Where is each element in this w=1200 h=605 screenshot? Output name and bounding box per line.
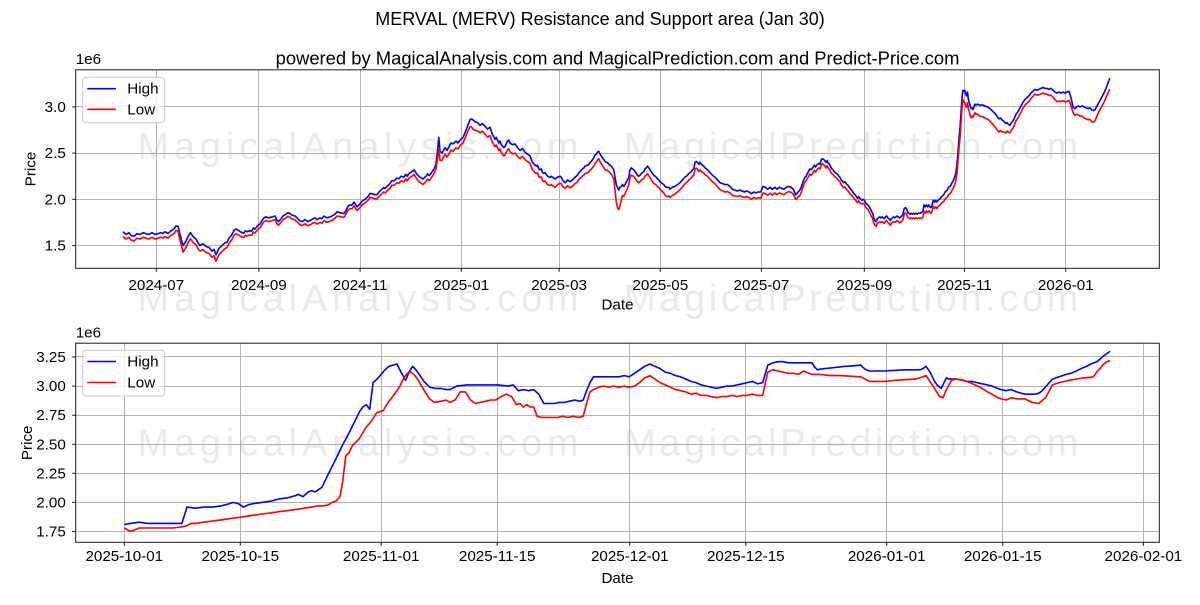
svg-text:2025-12-01: 2025-12-01 (591, 548, 669, 565)
svg-text:Date: Date (601, 570, 633, 587)
svg-text:2025-11-01: 2025-11-01 (343, 548, 420, 565)
svg-text:2025-12-15: 2025-12-15 (707, 548, 785, 565)
svg-text:2024-07: 2024-07 (128, 277, 184, 294)
svg-text:2024-11: 2024-11 (333, 277, 388, 294)
svg-text:1e6: 1e6 (76, 325, 101, 342)
svg-text:2025-09: 2025-09 (836, 277, 892, 294)
svg-text:MagicalPrediction.com: MagicalPrediction.com (624, 278, 1082, 320)
svg-text:2025-07: 2025-07 (734, 277, 790, 294)
svg-text:Low: Low (127, 101, 155, 118)
svg-text:2025-01: 2025-01 (433, 277, 489, 294)
svg-text:MagicalPrediction.com: MagicalPrediction.com (624, 423, 1082, 465)
svg-text:2025-11: 2025-11 (937, 277, 992, 294)
svg-text:Date: Date (601, 297, 633, 314)
svg-text:High: High (127, 81, 158, 98)
svg-text:2024-09: 2024-09 (231, 277, 287, 294)
svg-text:2.50: 2.50 (36, 436, 66, 453)
svg-text:2026-02-01: 2026-02-01 (1105, 548, 1183, 565)
svg-text:MERVAL (MERV) Resistance and S: MERVAL (MERV) Resistance and Support are… (375, 9, 825, 29)
svg-text:2025-03: 2025-03 (531, 277, 587, 294)
svg-text:1e6: 1e6 (76, 51, 101, 68)
svg-text:MagicalPrediction.com: MagicalPrediction.com (624, 126, 1082, 168)
svg-text:2025-11-15: 2025-11-15 (459, 548, 536, 565)
svg-text:2.25: 2.25 (36, 465, 66, 482)
svg-text:1.5: 1.5 (45, 238, 66, 255)
svg-text:2025-10-15: 2025-10-15 (201, 548, 279, 565)
svg-text:1.75: 1.75 (36, 524, 66, 541)
svg-text:3.25: 3.25 (36, 349, 66, 366)
svg-text:2.5: 2.5 (45, 145, 66, 162)
svg-text:2026-01-01: 2026-01-01 (848, 548, 926, 565)
svg-text:3.00: 3.00 (36, 378, 66, 395)
svg-text:Low: Low (127, 375, 155, 392)
svg-text:2025-10-01: 2025-10-01 (85, 548, 163, 565)
svg-text:Price: Price (19, 425, 36, 460)
svg-text:High: High (127, 354, 158, 371)
svg-text:2025-05: 2025-05 (632, 277, 688, 294)
svg-text:2.0: 2.0 (45, 191, 66, 208)
svg-text:2.00: 2.00 (36, 494, 66, 511)
svg-text:2.75: 2.75 (36, 407, 66, 424)
svg-text:2026-01-15: 2026-01-15 (964, 548, 1042, 565)
svg-text:3.0: 3.0 (45, 99, 66, 116)
svg-text:Price: Price (23, 152, 40, 187)
svg-text:MagicalAnalysis.com: MagicalAnalysis.com (138, 278, 584, 320)
svg-text:2026-01: 2026-01 (1038, 277, 1094, 294)
svg-text:powered by MagicalAnalysis.com: powered by MagicalAnalysis.com and Magic… (276, 48, 960, 69)
svg-text:MagicalAnalysis.com: MagicalAnalysis.com (138, 423, 584, 465)
